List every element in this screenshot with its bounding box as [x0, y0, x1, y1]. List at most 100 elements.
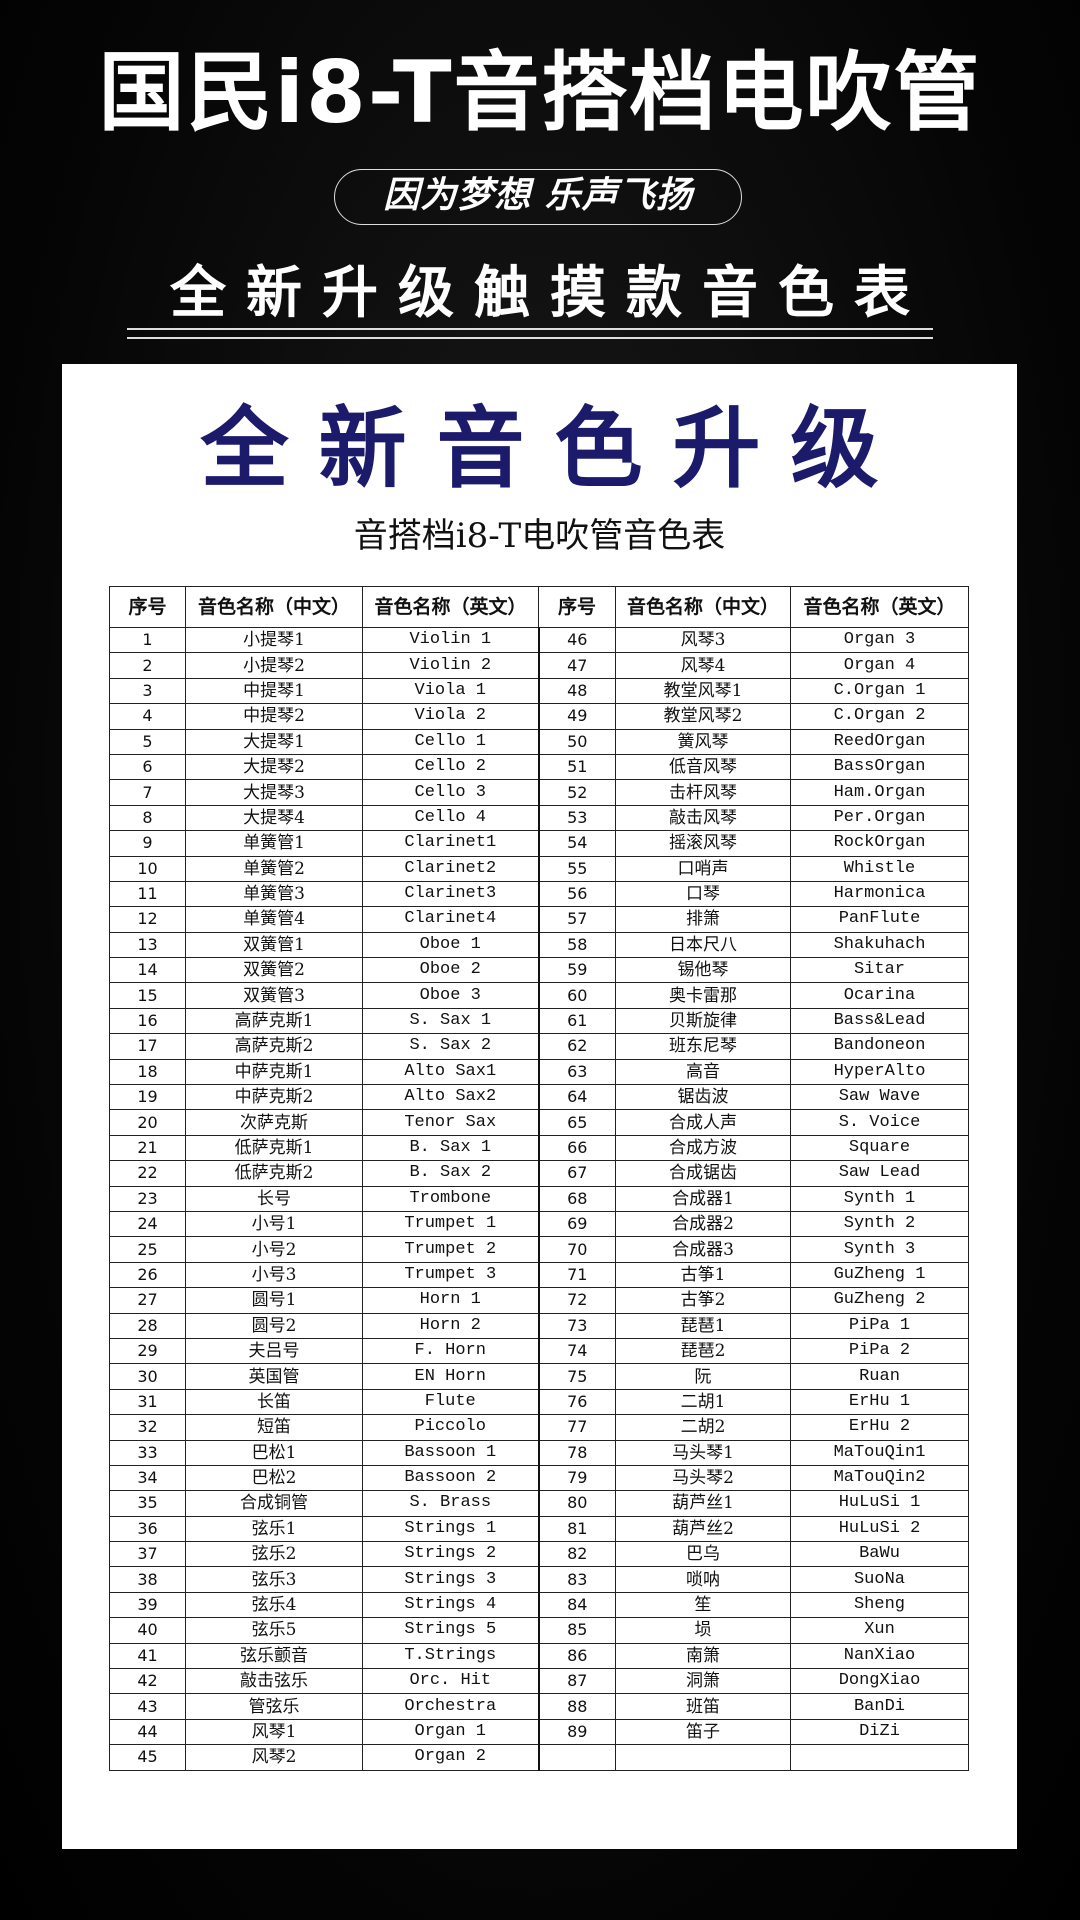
voice-name-chinese: 埙: [615, 1617, 791, 1644]
voice-name-chinese: 弦乐2: [185, 1541, 363, 1568]
voice-name-chinese: 古筝2: [615, 1287, 791, 1314]
voice-number: 67: [537, 1160, 616, 1187]
voice-name-chinese: 口哨声: [615, 855, 791, 882]
table-row: 37 弦乐2 Strings 2 82 巴乌 BaWu: [109, 1541, 969, 1568]
voice-name-chinese: 弦乐5: [185, 1617, 363, 1644]
voice-name-english: Clarinet3: [362, 880, 539, 908]
table-row: 11 单簧管3 Clarinet3 56 口琴 Harmonica: [109, 880, 969, 908]
voice-name-chinese: 双簧管2: [185, 957, 363, 984]
table-row: 42 敲击弦乐 Orc. Hit 87 洞箫 DongXiao: [109, 1668, 969, 1695]
voice-name-english: BanDi: [790, 1693, 969, 1720]
voice-name-chinese: 教堂风琴2: [615, 703, 791, 730]
voice-number: 50: [537, 728, 616, 755]
table-row: 35 合成铜管 S. Brass 80 葫芦丝1 HuLuSi 1: [109, 1490, 969, 1517]
voice-number: 39: [109, 1591, 186, 1619]
table-row: 38 弦乐3 Strings 3 83 唢呐 SuoNa: [109, 1566, 969, 1593]
voice-name-english: RockOrgan: [790, 830, 969, 857]
voice-number: 4: [109, 703, 186, 730]
voice-number: 78: [537, 1439, 616, 1466]
voice-name-chinese: 二胡1: [615, 1388, 791, 1416]
voice-name-english: B. Sax 1: [362, 1134, 539, 1162]
voice-number: 21: [109, 1134, 186, 1162]
voice-name-english: Organ 1: [362, 1718, 539, 1746]
voice-name-english: EN Horn: [362, 1363, 539, 1390]
voice-name-chinese: 小号2: [185, 1236, 363, 1263]
table-row: 10 单簧管2 Clarinet2 55 口哨声 Whistle: [109, 855, 969, 882]
voice-name-chinese: 低萨克斯2: [185, 1160, 363, 1187]
voice-name-chinese: 大提琴1: [185, 728, 363, 755]
voice-name-english: BaWu: [790, 1541, 969, 1568]
voice-number: 48: [537, 677, 616, 705]
voice-name-english: Viola 1: [362, 677, 539, 705]
voice-number: 69: [537, 1210, 616, 1238]
voice-name-english: Organ 2: [362, 1744, 539, 1771]
voice-number: 85: [537, 1617, 616, 1644]
voice-name-chinese: 小号1: [185, 1210, 363, 1238]
voice-name-english: Bandoneon: [790, 1033, 969, 1060]
voice-name-chinese: 风琴1: [185, 1718, 363, 1746]
voice-number: 35: [109, 1490, 186, 1517]
voice-name-english: SuoNa: [790, 1566, 969, 1593]
voice-name-english: GuZheng 2: [790, 1287, 969, 1314]
voice-number: 59: [537, 957, 616, 984]
voice-name-chinese: 长笛: [185, 1388, 363, 1416]
voice-name-chinese: 巴乌: [615, 1541, 791, 1568]
voice-name-english: Trumpet 3: [362, 1261, 539, 1289]
voice-table: 序号 音色名称（中文） 音色名称（英文） 序号 音色名称（中文） 音色名称（英文…: [109, 586, 969, 1771]
voice-name-english: Sitar: [790, 957, 969, 984]
voice-number: 17: [109, 1033, 186, 1060]
voice-number: 66: [537, 1134, 616, 1162]
voice-number: 14: [109, 957, 186, 984]
voice-name-english: Oboe 3: [362, 982, 539, 1009]
voice-number: 6: [109, 753, 186, 781]
voice-name-english: Violin 1: [362, 626, 539, 654]
voice-name-english: Violin 2: [362, 652, 539, 679]
voice-name-chinese: 口琴: [615, 880, 791, 908]
voice-name-english: PiPa 1: [790, 1312, 969, 1339]
voice-number: 73: [537, 1312, 616, 1339]
voice-name-english: S. Sax 2: [362, 1033, 539, 1060]
voice-name-chinese: 低音风琴: [615, 753, 791, 781]
voice-number: 36: [109, 1515, 186, 1543]
voice-number: 77: [537, 1414, 616, 1441]
voice-number: 71: [537, 1261, 616, 1289]
voice-name-chinese: 圆号2: [185, 1312, 363, 1339]
voice-name-chinese: 二胡2: [615, 1414, 791, 1441]
voice-name-english: Clarinet1: [362, 830, 539, 857]
voice-name-chinese: 中提琴2: [185, 703, 363, 730]
voice-name-chinese: 班笛: [615, 1693, 791, 1720]
table-row: 24 小号1 Trumpet 1 69 合成器2 Synth 2: [109, 1210, 969, 1238]
voice-name-english: Oboe 1: [362, 931, 539, 959]
voice-name-english: ReedOrgan: [790, 728, 969, 755]
voice-name-english: Bassoon 2: [362, 1464, 539, 1492]
voice-name-english: Cello 2: [362, 753, 539, 781]
table-row: 34 巴松2 Bassoon 2 79 马头琴2 MaTouQin2: [109, 1464, 969, 1492]
table-row: 5 大提琴1 Cello 1 50 簧风琴 ReedOrgan: [109, 728, 969, 755]
voice-number: 62: [537, 1033, 616, 1060]
voice-name-chinese: [615, 1744, 791, 1771]
voice-number: [537, 1744, 616, 1771]
voice-name-chinese: 夫吕号: [185, 1337, 363, 1365]
table-row: 25 小号2 Trumpet 2 70 合成器3 Synth 3: [109, 1236, 969, 1263]
voice-name-english: Orchestra: [362, 1693, 539, 1720]
voice-number: 76: [537, 1388, 616, 1416]
voice-name-english: PanFlute: [790, 906, 969, 933]
voice-name-chinese: 合成器2: [615, 1210, 791, 1238]
voice-name-english: S. Sax 1: [362, 1007, 539, 1035]
voice-name-english: Tenor Sax: [362, 1109, 539, 1136]
table-row: 28 圆号2 Horn 2 73 琵琶1 PiPa 1: [109, 1312, 969, 1339]
voice-name-chinese: 合成方波: [615, 1134, 791, 1162]
table-row: 9 单簧管1 Clarinet1 54 摇滚风琴 RockOrgan: [109, 830, 969, 857]
table-row: 44 风琴1 Organ 1 89 笛子 DiZi: [109, 1718, 969, 1746]
voice-name-english: F. Horn: [362, 1337, 539, 1365]
voice-name-chinese: 中提琴1: [185, 677, 363, 705]
table-row: 41 弦乐颤音 T.Strings 86 南箫 NanXiao: [109, 1642, 969, 1670]
voice-name-chinese: 小提琴2: [185, 652, 363, 679]
voice-name-chinese: 洞箫: [615, 1668, 791, 1695]
voice-number: 86: [537, 1642, 616, 1670]
voice-number: 20: [109, 1109, 186, 1136]
voice-name-english: Horn 2: [362, 1312, 539, 1339]
voice-number: 46: [537, 626, 616, 654]
voice-number: 11: [109, 880, 186, 908]
voice-name-english: C.Organ 2: [790, 703, 969, 730]
